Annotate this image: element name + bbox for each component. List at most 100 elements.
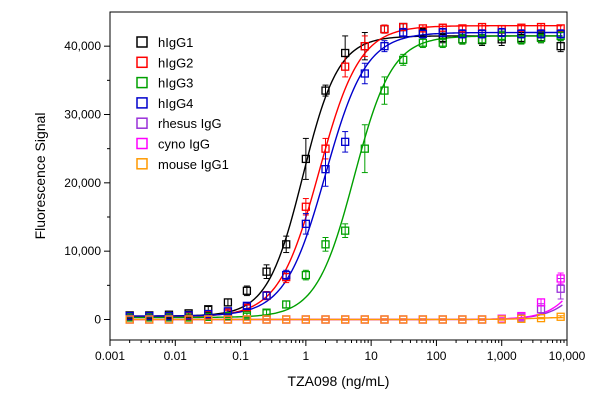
plot-frame xyxy=(109,11,568,341)
data-point xyxy=(517,23,526,32)
data-point xyxy=(360,144,369,153)
data-point xyxy=(438,28,447,37)
legend-label: mouse IgG1 xyxy=(158,157,229,172)
data-point xyxy=(282,240,291,249)
data-point xyxy=(341,137,350,146)
data-point xyxy=(262,267,271,276)
legend-marker xyxy=(136,76,148,89)
data-point xyxy=(223,307,233,316)
data-point xyxy=(223,298,233,307)
data-point xyxy=(458,315,467,324)
legend-marker xyxy=(136,36,148,48)
legend-label: hIgG2 xyxy=(158,55,193,70)
x-tick-label: 10,000 xyxy=(549,349,586,363)
y-tick-label: 0 xyxy=(94,313,101,327)
legend-marker xyxy=(136,56,148,69)
data-point xyxy=(223,315,233,324)
data-point xyxy=(321,86,330,95)
data-point xyxy=(438,33,447,43)
data-point xyxy=(536,313,546,323)
data-point xyxy=(184,315,193,324)
data-point xyxy=(360,69,369,78)
data-point xyxy=(282,270,291,280)
data-point xyxy=(438,23,447,32)
data-point xyxy=(164,315,174,324)
data-point xyxy=(125,315,134,324)
data-point xyxy=(556,42,565,51)
data-point xyxy=(321,165,330,174)
data-point xyxy=(301,315,311,324)
x-axis-title: TZA098 (ng/mL) xyxy=(288,373,390,389)
data-point xyxy=(341,48,350,58)
data-point xyxy=(380,86,389,95)
data-point xyxy=(204,315,213,324)
data-point xyxy=(556,29,565,39)
data-point xyxy=(477,35,487,44)
data-point xyxy=(458,35,467,44)
data-point xyxy=(497,28,506,37)
data-point xyxy=(418,38,428,47)
axes: 0.001 0.01 0.1 1 10 100 1,000 10,000 0 10,000 20,… xyxy=(64,11,586,363)
data-point xyxy=(360,315,369,324)
legend-marker xyxy=(136,97,148,109)
data-point xyxy=(145,315,154,324)
data-point xyxy=(438,315,447,324)
data-point xyxy=(556,284,565,293)
data-points xyxy=(125,22,565,324)
data-point xyxy=(517,29,526,39)
data-point xyxy=(360,42,369,51)
y-tick-label: 30,000 xyxy=(64,108,101,122)
data-point xyxy=(301,154,311,164)
data-point xyxy=(380,315,389,324)
data-point xyxy=(438,38,447,47)
data-point xyxy=(242,315,252,324)
x-tick-label: 0.1 xyxy=(232,349,249,363)
legend-label: hIgG1 xyxy=(158,35,193,50)
x-tick-label: 1 xyxy=(303,349,310,363)
data-point xyxy=(536,298,546,307)
data-point xyxy=(341,62,350,71)
data-point xyxy=(517,314,526,323)
data-point xyxy=(321,315,330,324)
y-tick-label: 20,000 xyxy=(64,176,101,190)
data-point xyxy=(517,35,526,44)
data-point xyxy=(418,24,428,33)
data-point xyxy=(204,309,213,319)
data-point xyxy=(282,300,291,309)
data-point xyxy=(321,144,330,153)
data-point xyxy=(477,29,487,39)
data-point xyxy=(262,315,271,324)
fit-curve xyxy=(126,35,563,319)
y-axis-ticks: 0 10,000 20,000 30,000 40,000 xyxy=(64,39,110,327)
legend-marker xyxy=(136,158,148,170)
y-tick-label: 40,000 xyxy=(64,39,101,53)
data-point xyxy=(399,315,408,324)
data-point xyxy=(321,240,330,249)
legend-marker xyxy=(136,137,148,150)
data-point xyxy=(380,24,389,34)
data-point xyxy=(282,315,291,324)
data-point xyxy=(341,315,350,324)
x-tick-label: 1,000 xyxy=(487,349,517,363)
x-axis-ticks: 0.001 0.01 0.1 1 10 100 1,000 10,000 xyxy=(95,340,586,363)
legend: hIgG1 hIgG2 hIgG3 hIgG4 rhesus IgG cyno IgG mo… xyxy=(136,35,229,172)
data-point xyxy=(242,301,252,310)
x-tick-label: 0.001 xyxy=(95,349,125,363)
data-point xyxy=(556,312,565,321)
legend-label: hIgG4 xyxy=(158,96,193,111)
y-axis-title: Fluorescence Signal xyxy=(32,113,48,240)
data-point xyxy=(477,315,487,324)
data-point xyxy=(399,28,408,37)
data-point xyxy=(262,291,271,300)
legend-label: cyno IgG xyxy=(158,137,210,152)
data-point xyxy=(556,274,565,283)
data-point xyxy=(301,219,311,228)
x-tick-label: 0.01 xyxy=(164,349,188,363)
data-point xyxy=(497,315,506,324)
legend-marker xyxy=(136,117,148,129)
data-point xyxy=(536,29,546,39)
data-point xyxy=(242,286,252,295)
data-point xyxy=(418,29,428,39)
